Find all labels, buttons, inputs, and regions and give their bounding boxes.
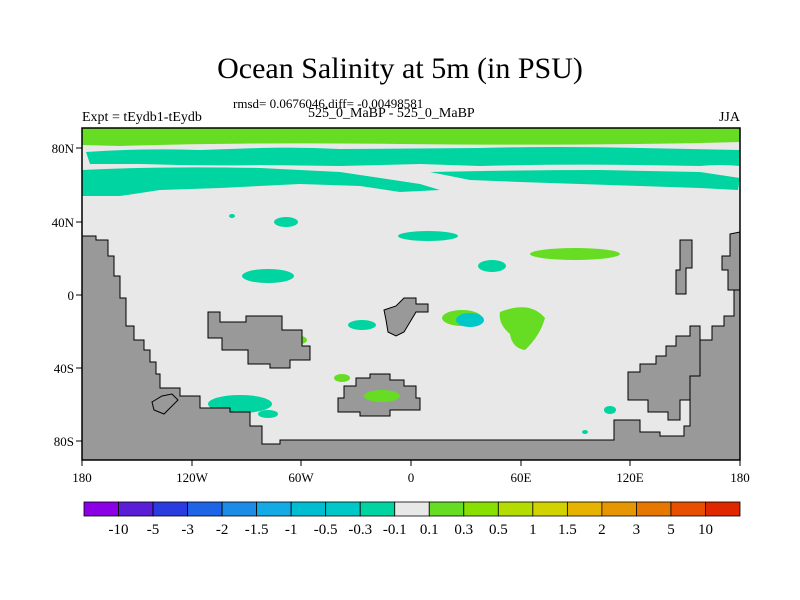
island [151, 393, 179, 415]
north-teal-band-east [430, 170, 740, 190]
colorbar-label: -1.5 [245, 522, 269, 538]
colorbar-box [325, 501, 361, 517]
colorbar-box [118, 501, 154, 517]
period-label: 525_0_MaBP - 525_0_MaBP [308, 106, 475, 121]
green-patch [499, 307, 545, 350]
colorbar-box [705, 501, 741, 517]
island [383, 297, 429, 337]
arctic-teal-band [86, 147, 740, 166]
colorbar-box [428, 501, 465, 517]
colorbar-box [636, 501, 672, 517]
eastern-continent [627, 325, 701, 421]
teal-patch [274, 217, 298, 227]
colorbar-label: -1 [285, 522, 298, 538]
y-tick-label: 80N [52, 141, 75, 156]
southern-landmass [207, 311, 311, 369]
colorbar-label: -0.1 [383, 522, 407, 538]
colorbar-label: -0.5 [314, 522, 338, 538]
teal-patch [242, 269, 294, 283]
arctic-green-band [82, 128, 740, 146]
north-teal-band [82, 167, 440, 196]
colorbar-box [187, 501, 223, 517]
y-axis-labels: 80N 40N 0 40S 80S [52, 141, 75, 449]
colorbar-box [256, 501, 292, 517]
map-panel [81, 127, 741, 461]
colorbar [83, 501, 741, 517]
green-patch [364, 390, 400, 402]
teal-patch [398, 231, 458, 241]
x-tick-label: 180 [72, 470, 92, 485]
colorbar-box [497, 501, 534, 517]
teal-patch [258, 410, 278, 418]
plot-title: Ocean Salinity at 5m (in PSU) [217, 52, 583, 85]
colorbar-box [152, 501, 188, 517]
y-tick-label: 40S [54, 361, 74, 376]
colorbar-box [359, 501, 396, 517]
colorbar-label: -10 [109, 522, 129, 538]
colorbar-box [601, 501, 637, 517]
teal-patch [229, 214, 235, 218]
colorbar-box [532, 501, 568, 517]
colorbar-labels: -10 -5 -3 -2 -1.5 -1 -0.5 -0.3 -0.1 0.1 0.3 0.5 1 1.5… [109, 522, 713, 538]
colorbar-label: 1.5 [558, 522, 577, 538]
colorbar-box [463, 501, 499, 517]
colorbar-label: 3 [633, 522, 641, 538]
teal-patch [456, 313, 484, 327]
x-tick-label: 120W [176, 470, 209, 485]
y-tick-label: 40N [52, 215, 75, 230]
colorbar-label: -0.3 [348, 522, 372, 538]
colorbar-box [670, 501, 706, 517]
x-tick-label: 60W [288, 470, 314, 485]
colorbar-box [290, 501, 327, 517]
experiment-label: Expt = tEydb1-tEydb [82, 110, 202, 125]
x-tick-label: 120E [616, 470, 644, 485]
colorbar-box [566, 501, 603, 517]
colorbar-box [83, 501, 119, 517]
x-axis-labels: 180 120W 60W 0 60E 120E 180 [72, 470, 750, 485]
colorbar-label: -5 [147, 522, 160, 538]
colorbar-label: -2 [216, 522, 229, 538]
green-patch [334, 374, 350, 382]
y-tick-label: 0 [68, 288, 75, 303]
colorbar-label: 0.3 [454, 522, 473, 538]
colorbar-label: 10 [698, 522, 713, 538]
teal-patch [604, 406, 616, 414]
axis-ticks [76, 147, 741, 466]
colorbar-label: 2 [598, 522, 606, 538]
colorbar-box [394, 501, 430, 517]
island [675, 239, 693, 295]
teal-patch [582, 430, 588, 434]
season-label: JJA [718, 110, 740, 125]
x-tick-label: 60E [511, 470, 532, 485]
rmsd-diff-text: rmsd= 0.0676046,diff= -0.00498581 [233, 96, 424, 111]
colorbar-label: -3 [181, 522, 194, 538]
x-tick-label: 180 [730, 470, 750, 485]
colorbar-label: 0.1 [420, 522, 439, 538]
western-continent [81, 235, 741, 461]
green-patch [530, 248, 620, 260]
y-tick-label: 80S [54, 434, 74, 449]
colorbar-box [221, 501, 258, 517]
teal-patch [478, 260, 506, 272]
colorbar-label: 0.5 [489, 522, 508, 538]
colorbar-label: 1 [529, 522, 537, 538]
x-tick-label: 0 [408, 470, 415, 485]
colorbar-label: 5 [667, 522, 675, 538]
teal-patch [348, 320, 376, 330]
